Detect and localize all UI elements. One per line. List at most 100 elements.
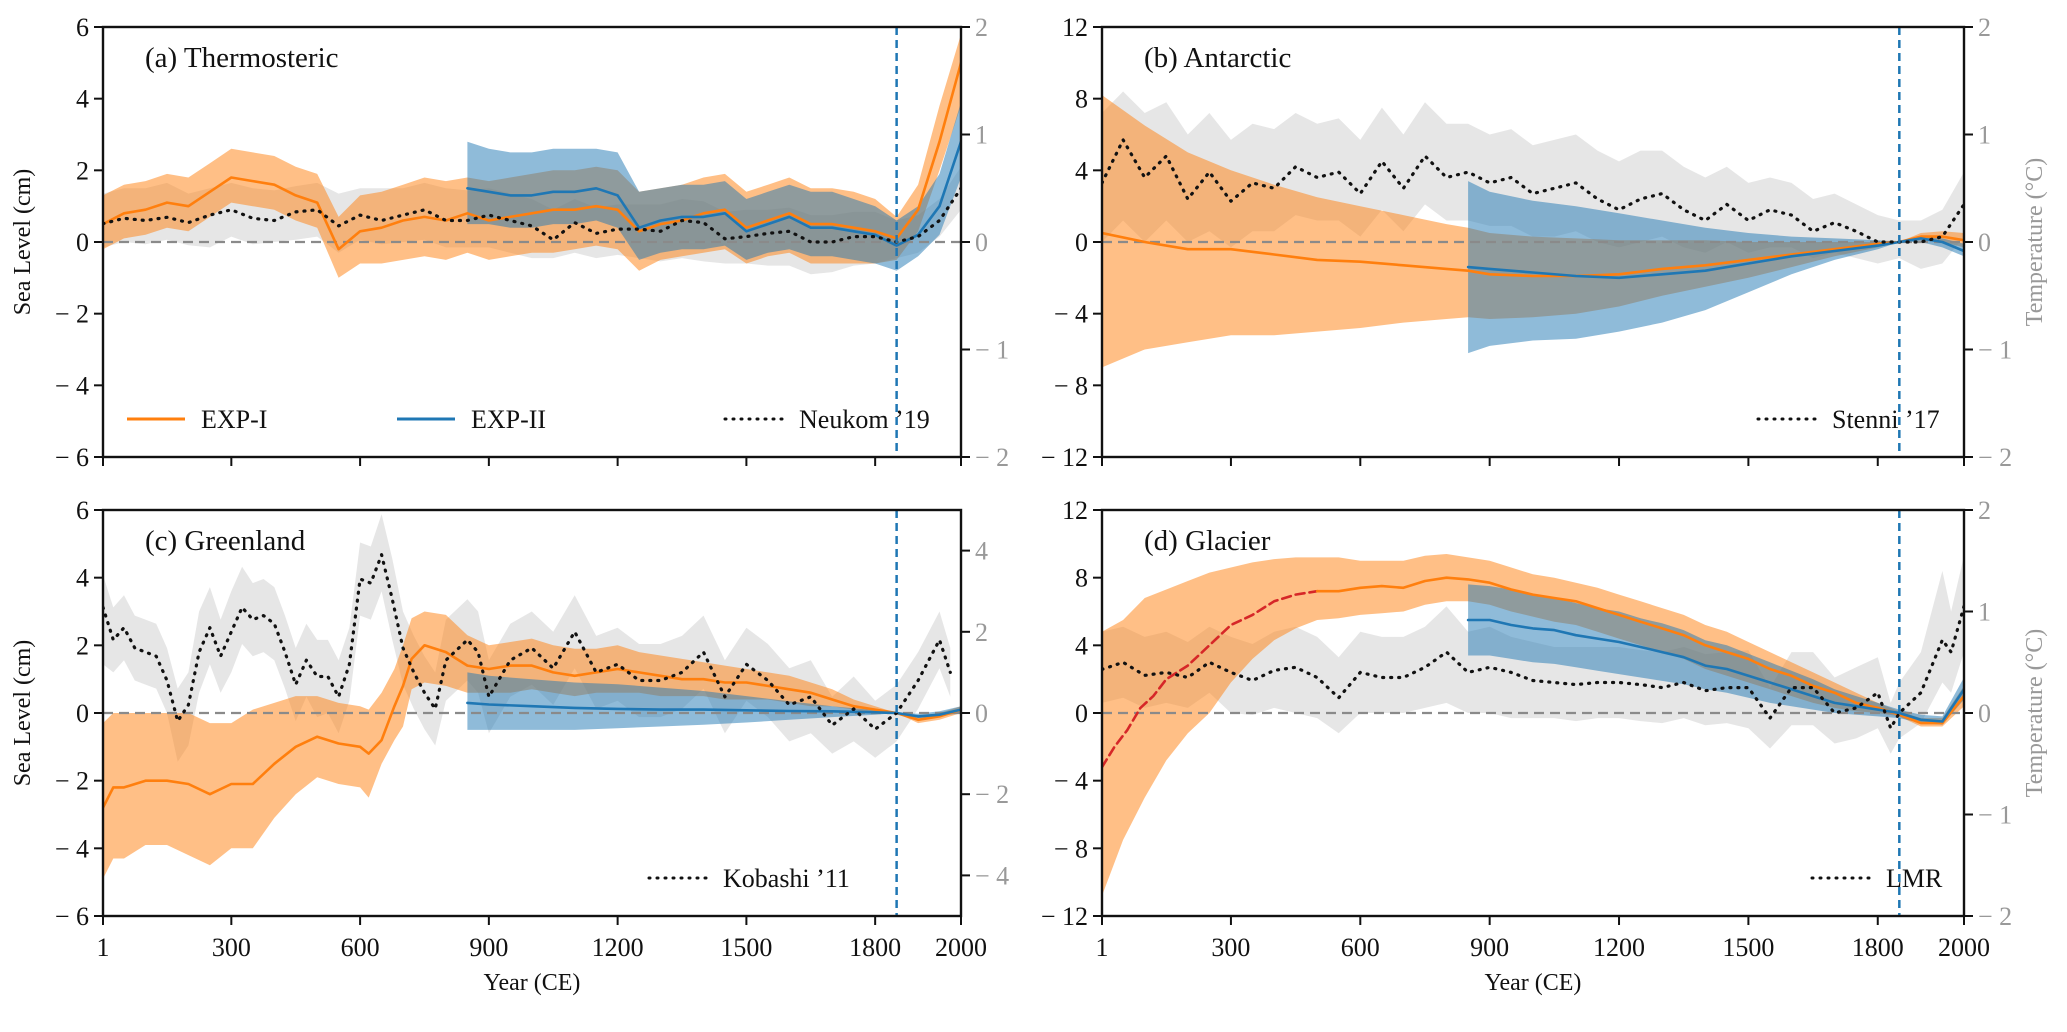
exp-ii-mean-line — [466, 701, 961, 718]
y-tick-label: 4 — [76, 564, 89, 593]
exp-i-uncertainty-band — [1102, 554, 1964, 896]
plot-area — [103, 514, 961, 879]
y-tick-label: − 8 — [1054, 834, 1088, 863]
y-right-tick-label: − 2 — [975, 780, 1009, 809]
y-right-tick-label: 0 — [975, 228, 988, 257]
y-right-tick-label: − 1 — [1978, 801, 2012, 830]
y-right-tick-label: 1 — [1978, 121, 1991, 150]
y-tick-label: 4 — [76, 85, 89, 114]
legend-label: Stenni ’17 — [1832, 405, 1940, 434]
legend-label: Neukom ’19 — [799, 405, 930, 434]
y-tick-label: − 4 — [55, 371, 89, 400]
exp-ii-mean-line — [1466, 618, 1964, 723]
exp-ii-uncertainty-band — [1468, 584, 1964, 725]
y-tick-label: 0 — [1075, 228, 1088, 257]
y-right-tick-label: − 4 — [975, 861, 1009, 890]
y-tick-label: − 4 — [1054, 767, 1088, 796]
x-axis-title: Year (CE) — [484, 970, 581, 996]
y-tick-label: 12 — [1062, 496, 1088, 525]
y-tick-label: 6 — [76, 496, 89, 525]
x-tick-label: 300 — [1211, 933, 1250, 962]
x-tick-label: 300 — [212, 933, 251, 962]
y-tick-label: 8 — [1075, 85, 1088, 114]
x-tick-label: 900 — [469, 933, 508, 962]
exp-i-mean-line — [103, 61, 961, 251]
y-tick-label: 2 — [76, 156, 89, 185]
exp-i-mean-line — [1315, 576, 1964, 725]
y-right-tick-label: 2 — [975, 618, 988, 647]
y-tick-label: 0 — [76, 699, 89, 728]
exp-i-mean-line — [103, 644, 961, 809]
exp-i-uncertainty-band — [1102, 95, 1964, 368]
y-tick-label: 6 — [76, 13, 89, 42]
x-tick-label: 1800 — [1852, 933, 1904, 962]
y-tick-label: − 6 — [55, 902, 89, 931]
exp-ii-mean-line — [1466, 237, 1964, 280]
exp-i-uncertainty-band — [103, 611, 961, 879]
x-tick-label: 1500 — [1722, 933, 1774, 962]
exp-ii-uncertainty-band — [1468, 181, 1964, 354]
y-tick-label: − 2 — [55, 767, 89, 796]
legend-item: EXP-I — [127, 405, 267, 434]
y-right-tick-label: − 2 — [975, 443, 1009, 472]
reconstruction-line — [1102, 604, 1964, 730]
legend: EXP-I EXP-II Neukom ’19 — [127, 405, 930, 434]
x-axis-title: Year (CE) — [1485, 970, 1582, 996]
y-tick-label: 8 — [1075, 564, 1088, 593]
panel-title: (d) Glacier — [1144, 525, 1271, 557]
legend-label: Kobashi ’11 — [723, 864, 850, 893]
reconstruction-line — [103, 186, 961, 244]
panel-title: (c) Greenland — [145, 525, 306, 557]
panel-greenland: 1 300 600 900 1200 1500 1800 2000 − 6 − 4 − 2 0 2 4 6 −… — [10, 496, 1009, 996]
y-tick-label: 0 — [1075, 699, 1088, 728]
y-tick-label: 12 — [1062, 13, 1088, 42]
y-tick-label: 4 — [1075, 631, 1088, 660]
legend-item: EXP-II — [397, 405, 546, 434]
y-right-tick-label: 4 — [975, 537, 988, 566]
y-right-tick-label: 2 — [1978, 496, 1991, 525]
y-right-tick-label: 0 — [975, 699, 988, 728]
plot-area — [1102, 554, 1964, 896]
y-right-tick-label: 0 — [1978, 699, 1991, 728]
legend: LMR — [1810, 864, 1943, 893]
plot-area — [1102, 91, 1964, 368]
x-tick-label: 1500 — [720, 933, 772, 962]
y-right-tick-label: 1 — [1978, 598, 1991, 627]
y-tick-label: − 4 — [55, 834, 89, 863]
y-tick-label: 0 — [76, 228, 89, 257]
legend-item: Neukom ’19 — [723, 405, 930, 434]
y-right-tick-label: 1 — [975, 121, 988, 150]
y-right-tick-label: 0 — [1978, 228, 1991, 257]
exp-i-mean-line — [1102, 231, 1964, 278]
y-right-tick-label: 2 — [1978, 13, 1991, 42]
exp-ii-uncertainty-band — [467, 672, 961, 730]
y-tick-label: − 4 — [1054, 300, 1088, 329]
y-right-tick-label: − 1 — [975, 336, 1009, 365]
x-tick-label: 1200 — [1593, 933, 1645, 962]
x-tick-label: 2000 — [935, 933, 987, 962]
y-right-tick-label: − 2 — [1978, 443, 2012, 472]
y-right-axis-title: Temperature (°C) — [2022, 629, 2048, 798]
x-tick-label: 1800 — [849, 933, 901, 962]
y-right-tick-label: 2 — [975, 13, 988, 42]
y-axis-title: Sea Level (cm) — [10, 640, 36, 787]
exp-i-spinup-line — [1102, 589, 1319, 769]
plot-area — [103, 34, 961, 278]
legend-label: EXP-II — [471, 405, 546, 434]
exp-ii-mean-line — [466, 140, 961, 247]
legend-label: EXP-I — [201, 405, 267, 434]
x-tick-label: 1200 — [592, 933, 644, 962]
y-tick-label: 4 — [1075, 156, 1088, 185]
x-tick-label: 2000 — [1938, 933, 1990, 962]
panel-thermosteric: − 6 − 4 − 2 0 2 4 6 − 2 − 1 0 1 2 (a) Thermosteric Se… — [10, 13, 1009, 472]
x-tick-label: 1 — [97, 933, 110, 962]
legend: Stenni ’17 — [1756, 405, 1940, 434]
y-axis-title: Sea Level (cm) — [10, 169, 36, 316]
y-right-tick-label: − 1 — [1978, 336, 2012, 365]
x-tick-label: 1 — [1096, 933, 1109, 962]
legend-item: LMR — [1810, 864, 1943, 893]
y-tick-label: − 12 — [1041, 902, 1088, 931]
y-tick-label: − 6 — [55, 443, 89, 472]
